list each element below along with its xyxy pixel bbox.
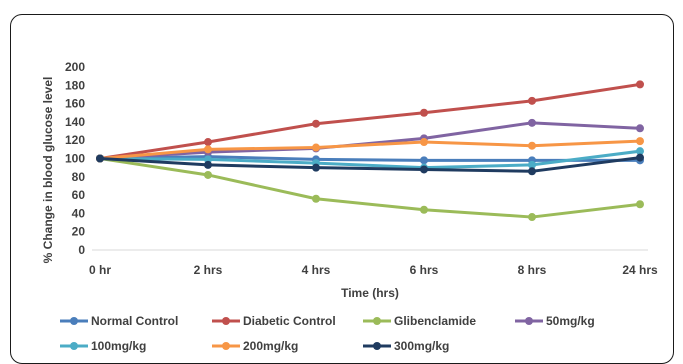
series-line bbox=[99, 82, 641, 160]
legend-item: 50mg/kg bbox=[515, 314, 595, 328]
data-point bbox=[528, 96, 536, 105]
y-axis-ticks: 0 20 40 60 80 100 120 140 160 180 200 bbox=[65, 60, 85, 257]
x-axis-ticks: 0 hr 2 hrs 4 hrs 6 hrs 8 hrs 24 hrs bbox=[89, 263, 658, 277]
data-point bbox=[204, 170, 212, 179]
x-tick-label: 2 hrs bbox=[194, 263, 223, 277]
x-tick-label: 4 hrs bbox=[302, 263, 331, 277]
y-tick-label: 0 bbox=[78, 243, 85, 257]
y-tick-label: 100 bbox=[65, 152, 85, 166]
y-tick-label: 80 bbox=[72, 170, 86, 184]
legend-marker bbox=[222, 342, 230, 350]
data-point bbox=[636, 124, 644, 133]
legend-item: Normal Control bbox=[60, 314, 178, 328]
legend-label: Diabetic Control bbox=[243, 314, 336, 328]
series-line bbox=[99, 156, 641, 173]
legend-label: 100mg/kg bbox=[91, 339, 146, 353]
y-tick-label: 120 bbox=[65, 133, 85, 147]
data-point bbox=[636, 137, 644, 146]
data-point bbox=[420, 108, 428, 117]
legend: Normal Control Diabetic Control Glibenclam… bbox=[60, 314, 595, 353]
series-layer bbox=[96, 80, 644, 222]
legend-marker bbox=[70, 342, 78, 350]
x-tick-label: 6 hrs bbox=[410, 263, 439, 277]
data-point bbox=[528, 160, 536, 169]
legend-marker bbox=[373, 342, 381, 350]
data-point bbox=[204, 160, 212, 169]
y-tick-label: 20 bbox=[72, 225, 86, 239]
legend-label: 200mg/kg bbox=[243, 339, 298, 353]
series-line bbox=[99, 157, 641, 219]
y-tick-label: 60 bbox=[72, 188, 86, 202]
series-line bbox=[99, 121, 641, 160]
legend-marker bbox=[70, 317, 78, 325]
data-point bbox=[636, 80, 644, 89]
y-tick-label: 140 bbox=[65, 115, 85, 129]
data-point bbox=[528, 118, 536, 127]
data-point bbox=[420, 205, 428, 214]
data-point bbox=[312, 119, 320, 128]
data-point bbox=[636, 153, 644, 162]
legend-marker bbox=[222, 317, 230, 325]
x-tick-label: 8 hrs bbox=[518, 263, 547, 277]
x-tick-label: 24 hrs bbox=[622, 263, 658, 277]
y-axis-title: % Change in blood glucose level bbox=[41, 77, 55, 264]
data-point bbox=[204, 145, 212, 154]
series-line bbox=[99, 155, 640, 162]
series-diabetic-control bbox=[96, 80, 644, 163]
legend-item: 300mg/kg bbox=[363, 339, 449, 353]
legend-label: Normal Control bbox=[91, 314, 178, 328]
series-line bbox=[99, 139, 641, 160]
legend-label: 50mg/kg bbox=[546, 314, 595, 328]
legend-label: Glibenclamide bbox=[394, 314, 476, 328]
data-point bbox=[528, 141, 536, 150]
legend-marker bbox=[373, 317, 381, 325]
data-point bbox=[312, 163, 320, 172]
data-point bbox=[312, 143, 320, 152]
legend-label: 300mg/kg bbox=[394, 339, 449, 353]
y-tick-label: 40 bbox=[72, 206, 86, 220]
data-point bbox=[204, 155, 212, 164]
data-point bbox=[420, 165, 428, 174]
legend-item: Diabetic Control bbox=[212, 314, 336, 328]
x-tick-label: 0 hr bbox=[89, 263, 111, 277]
y-tick-label: 160 bbox=[65, 97, 85, 111]
legend-item: 100mg/kg bbox=[60, 339, 146, 353]
x-axis-title: Time (hrs) bbox=[341, 286, 399, 300]
legend-item: 200mg/kg bbox=[212, 339, 298, 353]
data-point bbox=[528, 167, 536, 176]
y-tick-label: 200 bbox=[65, 60, 85, 74]
data-point bbox=[312, 194, 320, 203]
data-point bbox=[204, 138, 212, 147]
data-point bbox=[636, 200, 644, 209]
data-point bbox=[420, 156, 428, 165]
y-tick-label: 180 bbox=[65, 78, 85, 92]
series-line bbox=[99, 149, 641, 170]
series-300mg-kg bbox=[96, 153, 644, 176]
legend-item: Glibenclamide bbox=[363, 314, 476, 328]
data-point bbox=[96, 154, 104, 163]
data-point bbox=[420, 138, 428, 147]
legend-marker bbox=[525, 317, 533, 325]
data-point bbox=[528, 213, 536, 222]
data-point bbox=[636, 147, 644, 156]
